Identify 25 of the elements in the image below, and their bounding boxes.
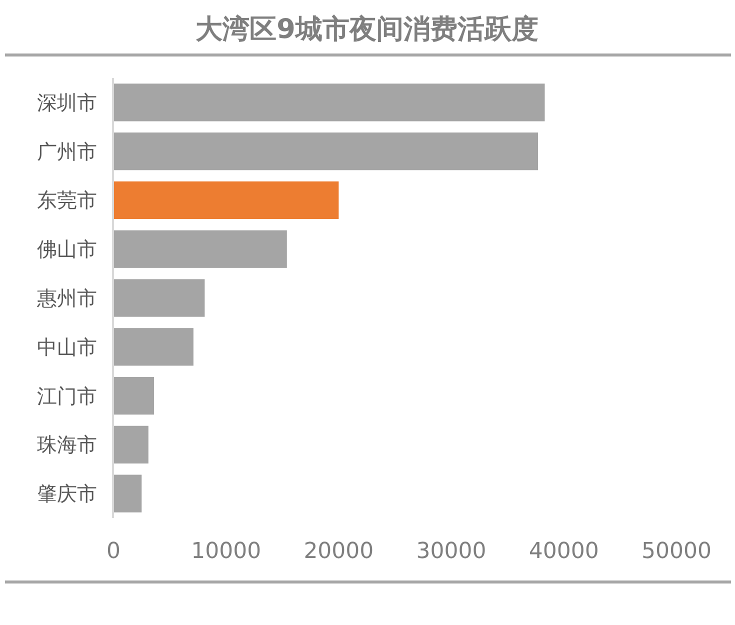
- x-tick-label: 20000: [304, 539, 374, 564]
- x-tick-label: 30000: [416, 539, 486, 564]
- x-tick-label: 10000: [191, 539, 262, 564]
- y-tick-label: 佛山市: [37, 237, 97, 262]
- y-tick-label: 肇庆市: [37, 482, 97, 506]
- x-tick-label: 40000: [528, 539, 599, 564]
- bar: [114, 181, 339, 220]
- y-tick-label: 广州市: [37, 139, 97, 164]
- y-tick-label: 珠海市: [37, 432, 97, 457]
- y-tick-label: 中山市: [37, 334, 97, 359]
- y-tick-label: 深圳市: [37, 90, 97, 114]
- bar: [114, 426, 148, 464]
- x-tick-label: 50000: [642, 539, 712, 564]
- y-tick-label: 东莞市: [37, 188, 97, 212]
- y-tick-label: 江门市: [37, 384, 97, 408]
- y-tick-label: 惠州市: [36, 286, 97, 310]
- bar: [114, 376, 154, 415]
- bar: [114, 474, 142, 512]
- bar: [114, 132, 538, 170]
- x-tick-label: 0: [106, 539, 120, 564]
- bar: [114, 279, 205, 317]
- chart-title: 大湾区9城市夜间消费活跃度: [196, 14, 538, 45]
- bar: [114, 84, 545, 122]
- bar: [114, 328, 194, 366]
- bar: [114, 230, 287, 268]
